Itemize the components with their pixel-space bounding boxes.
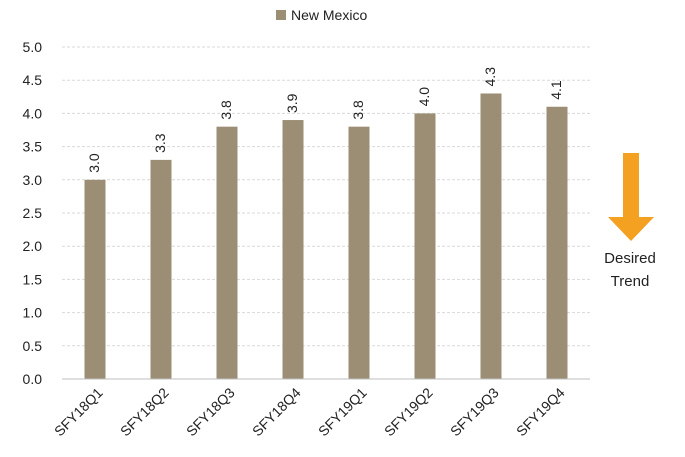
- y-axis-ticks: 0.0 0.5 1.0 1.5 2.0 2.5 3.0 3.5 4.0 4.5 5.0: [23, 39, 43, 387]
- bar: [216, 126, 238, 380]
- bar: [282, 120, 304, 379]
- x-axis-categories: SFY18Q1 SFY18Q2 SFY18Q3 SFY18Q4 SFY19Q1 SFY19…: [51, 384, 568, 439]
- data-label: 3.9: [284, 93, 300, 113]
- x-category-label: SFY19Q2: [381, 384, 436, 439]
- data-label: 3.3: [152, 133, 168, 153]
- bar: [348, 126, 370, 380]
- annotation-line-2: Trend: [611, 273, 650, 290]
- x-category-label: SFY19Q1: [315, 384, 370, 439]
- desired-trend-annotation: Desired Trend: [604, 153, 656, 290]
- y-tick-label: 2.5: [23, 205, 43, 221]
- legend: New Mexico: [276, 7, 367, 23]
- y-tick-label: 2.0: [23, 238, 43, 254]
- data-label: 3.8: [218, 100, 234, 120]
- data-label: 4.3: [482, 67, 498, 87]
- y-tick-label: 4.5: [23, 72, 43, 88]
- down-arrow-icon: [608, 153, 654, 241]
- legend-swatch: [276, 10, 286, 20]
- y-tick-label: 0.0: [23, 371, 43, 387]
- data-label: 4.1: [548, 80, 564, 100]
- data-label: 4.0: [416, 87, 432, 107]
- bar: [480, 93, 502, 379]
- x-category-label: SFY18Q4: [249, 384, 304, 439]
- x-category-label: SFY18Q1: [51, 384, 106, 439]
- bars: [84, 93, 568, 380]
- bar: [84, 179, 106, 379]
- y-tick-label: 4.0: [23, 105, 43, 121]
- y-tick-label: 5.0: [23, 39, 43, 55]
- annotation-line-1: Desired: [604, 250, 656, 267]
- data-labels: 3.0 3.3 3.8 3.9 3.8 4.0 4.3 4.1: [86, 67, 564, 173]
- y-tick-label: 1.5: [23, 271, 43, 287]
- legend-label: New Mexico: [291, 7, 367, 23]
- bar: [546, 106, 568, 379]
- bar: [150, 159, 172, 379]
- data-label: 3.0: [86, 153, 102, 173]
- x-category-label: SFY18Q2: [117, 384, 172, 439]
- y-tick-label: 0.5: [23, 338, 43, 354]
- y-tick-label: 1.0: [23, 305, 43, 321]
- y-tick-label: 3.5: [23, 139, 43, 155]
- data-label: 3.8: [350, 100, 366, 120]
- gridlines: [62, 46, 590, 347]
- y-tick-label: 3.0: [23, 172, 43, 188]
- bar: [414, 113, 436, 380]
- x-category-label: SFY19Q4: [513, 384, 568, 439]
- x-category-label: SFY19Q3: [447, 384, 502, 439]
- x-category-label: SFY18Q3: [183, 384, 238, 439]
